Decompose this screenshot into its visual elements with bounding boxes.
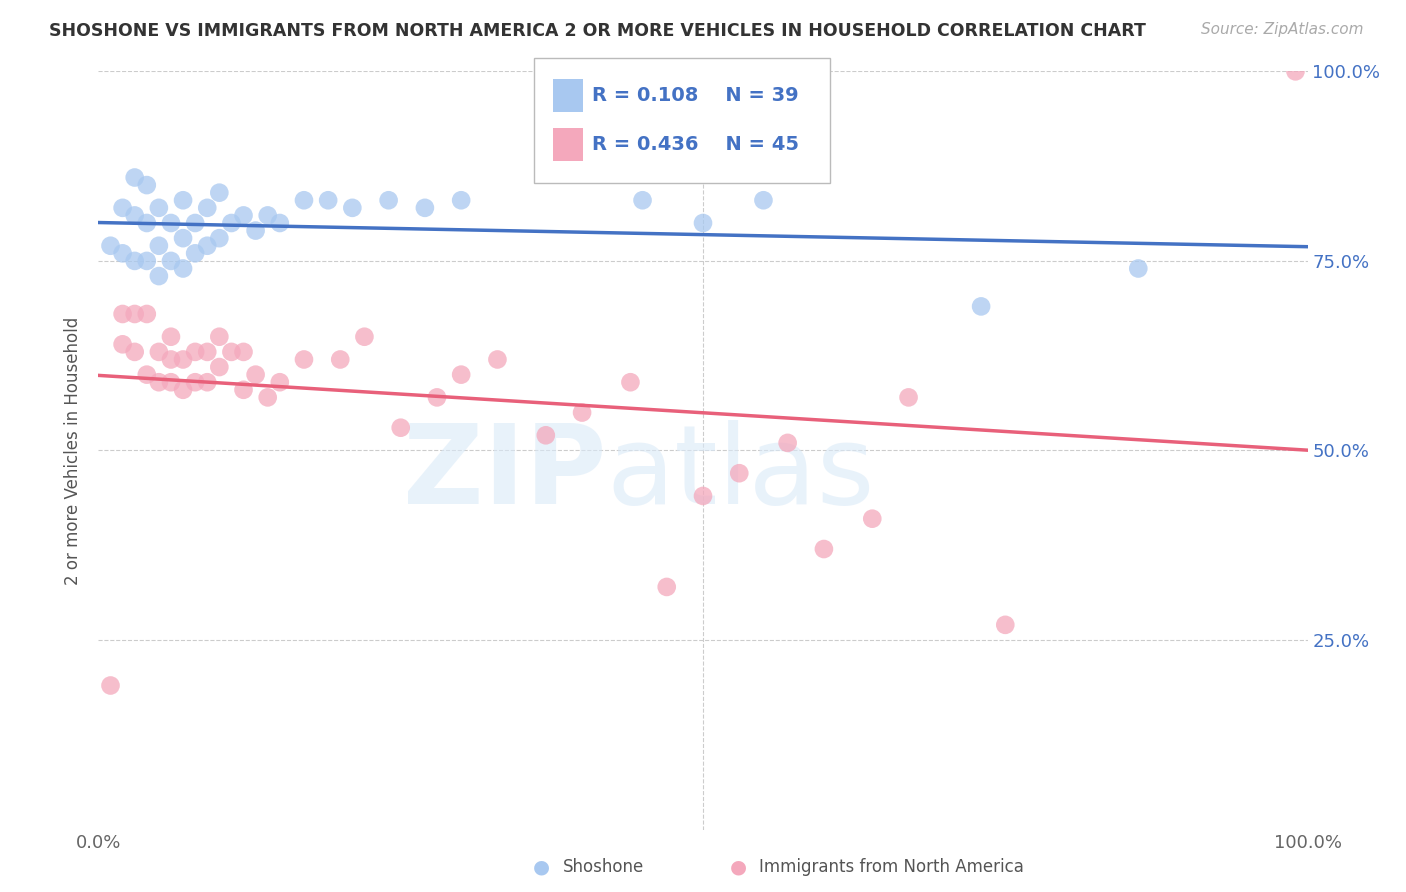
Point bbox=[184, 216, 207, 230]
Text: ●: ● bbox=[533, 857, 550, 877]
Point bbox=[148, 269, 170, 284]
Text: ZIP: ZIP bbox=[404, 420, 606, 526]
Point bbox=[124, 344, 146, 359]
Text: SHOSHONE VS IMMIGRANTS FROM NORTH AMERICA 2 OR MORE VEHICLES IN HOUSEHOLD CORREL: SHOSHONE VS IMMIGRANTS FROM NORTH AMERIC… bbox=[49, 22, 1146, 40]
Point bbox=[172, 261, 194, 276]
Point bbox=[232, 383, 254, 397]
Point bbox=[135, 368, 157, 382]
Point bbox=[256, 391, 278, 405]
Point bbox=[111, 307, 134, 321]
Point bbox=[124, 307, 146, 321]
Point bbox=[148, 201, 170, 215]
Point bbox=[776, 436, 799, 450]
Point bbox=[221, 344, 243, 359]
Point bbox=[342, 201, 364, 215]
Point bbox=[269, 376, 291, 390]
Point bbox=[160, 216, 183, 230]
Point bbox=[195, 344, 218, 359]
Point bbox=[813, 542, 835, 557]
Point bbox=[571, 405, 593, 420]
Point bbox=[172, 231, 194, 245]
Point bbox=[208, 330, 231, 344]
Point bbox=[486, 352, 509, 367]
Point bbox=[148, 344, 170, 359]
Point bbox=[245, 368, 267, 382]
Point bbox=[316, 194, 339, 208]
Point bbox=[860, 512, 883, 526]
Point bbox=[124, 253, 146, 268]
Point bbox=[232, 344, 254, 359]
Point bbox=[195, 238, 218, 253]
Point bbox=[692, 216, 714, 230]
Point bbox=[160, 330, 183, 344]
Point bbox=[245, 223, 267, 237]
Point bbox=[135, 216, 157, 230]
Point bbox=[184, 344, 207, 359]
Point bbox=[256, 209, 278, 223]
Point bbox=[752, 194, 775, 208]
Point bbox=[329, 352, 352, 367]
Point bbox=[728, 467, 751, 481]
Point bbox=[111, 201, 134, 215]
Text: ●: ● bbox=[730, 857, 747, 877]
Point bbox=[184, 376, 207, 390]
Text: R = 0.436    N = 45: R = 0.436 N = 45 bbox=[592, 135, 799, 154]
Point bbox=[221, 216, 243, 230]
Point bbox=[184, 246, 207, 260]
Point bbox=[195, 376, 218, 390]
Point bbox=[160, 376, 183, 390]
Point bbox=[135, 178, 157, 193]
Text: R = 0.108    N = 39: R = 0.108 N = 39 bbox=[592, 86, 799, 105]
Text: Source: ZipAtlas.com: Source: ZipAtlas.com bbox=[1201, 22, 1364, 37]
Point bbox=[232, 209, 254, 223]
Point bbox=[1128, 261, 1150, 276]
Y-axis label: 2 or more Vehicles in Household: 2 or more Vehicles in Household bbox=[65, 317, 83, 584]
Point bbox=[208, 231, 231, 245]
Point bbox=[619, 376, 641, 390]
Point bbox=[124, 209, 146, 223]
Point bbox=[655, 580, 678, 594]
Point bbox=[111, 337, 134, 351]
Point bbox=[970, 300, 993, 314]
Point bbox=[534, 428, 557, 442]
Point bbox=[100, 238, 122, 253]
Point bbox=[160, 253, 183, 268]
Text: Shoshone: Shoshone bbox=[562, 858, 644, 876]
Point bbox=[631, 194, 654, 208]
Point bbox=[353, 330, 375, 344]
Point bbox=[135, 253, 157, 268]
Point bbox=[292, 352, 315, 367]
Text: Immigrants from North America: Immigrants from North America bbox=[759, 858, 1024, 876]
Point bbox=[160, 352, 183, 367]
Point bbox=[269, 216, 291, 230]
Point bbox=[389, 421, 412, 435]
Point bbox=[413, 201, 436, 215]
Point bbox=[377, 194, 399, 208]
Point bbox=[1284, 64, 1306, 78]
Point bbox=[208, 359, 231, 375]
Text: atlas: atlas bbox=[606, 420, 875, 526]
Point bbox=[148, 238, 170, 253]
Point bbox=[124, 170, 146, 185]
Point bbox=[100, 678, 122, 692]
Point bbox=[148, 376, 170, 390]
Point bbox=[692, 489, 714, 503]
Point bbox=[208, 186, 231, 200]
Point bbox=[450, 194, 472, 208]
Point bbox=[292, 194, 315, 208]
Point bbox=[450, 368, 472, 382]
Point bbox=[426, 391, 449, 405]
Point bbox=[135, 307, 157, 321]
Point bbox=[172, 194, 194, 208]
Point bbox=[994, 617, 1017, 632]
Point bbox=[111, 246, 134, 260]
Point bbox=[172, 383, 194, 397]
Point bbox=[897, 391, 920, 405]
Point bbox=[172, 352, 194, 367]
Point bbox=[195, 201, 218, 215]
